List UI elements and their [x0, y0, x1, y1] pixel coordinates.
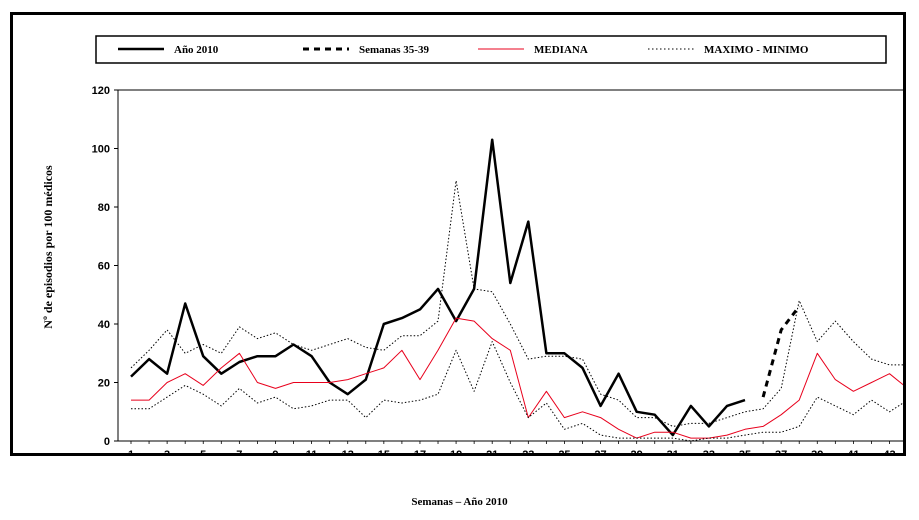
plot-frame: [117, 89, 903, 442]
x-tick-label: 29: [631, 449, 643, 453]
chart-frame: Año 2010 Semanas 35-39 MEDIANA MAXIMO - MIN…: [10, 12, 906, 456]
x-tick-label: 25: [558, 449, 570, 453]
x-tick-label: 15: [378, 449, 390, 453]
x-tick-label: 11: [306, 449, 318, 453]
x-tick-label: 41: [847, 449, 859, 453]
y-tick-label: 100: [92, 144, 110, 156]
series-ano-2010: [130, 138, 746, 437]
x-tick-label: 23: [522, 449, 534, 453]
series-mediana: [131, 317, 903, 439]
legend-label: Semanas 35-39: [359, 44, 429, 56]
x-tick-label: 31: [667, 449, 679, 453]
series-maximo: [130, 180, 903, 427]
x-tick-label: 13: [342, 449, 354, 453]
x-tick-label: 9: [272, 449, 278, 453]
legend-label: Año 2010: [174, 44, 219, 56]
x-tick-label: 43: [883, 449, 895, 453]
legend-label: MAXIMO - MINIMO: [704, 44, 809, 56]
x-tick-label: 7: [236, 449, 242, 453]
x-tick-label: 27: [594, 449, 606, 453]
series-semanas-35-39: [761, 305, 801, 398]
legend-label: MEDIANA: [534, 44, 588, 56]
y-tick-label: 20: [98, 378, 110, 390]
y-tick-label: 40: [98, 319, 110, 331]
x-tick-label: 39: [811, 449, 823, 453]
x-tick-label: 1: [128, 449, 134, 453]
legend: Año 2010 Semanas 35-39 MEDIANA MAXIMO - MIN…: [95, 35, 887, 64]
series-layer: [130, 138, 903, 442]
x-tick-label: 3: [164, 449, 170, 453]
y-tick-label: 0: [104, 436, 110, 448]
y-tick-label: 60: [98, 261, 110, 273]
y-tick-label: 120: [92, 85, 110, 97]
x-axis-title: Semanas – Año 2010: [411, 496, 508, 508]
series-minimo: [131, 341, 903, 442]
x-tick-label: 19: [450, 449, 462, 453]
x-tick-label: 35: [739, 449, 751, 453]
x-tick-label: 33: [703, 449, 715, 453]
x-tick-label: 37: [775, 449, 787, 453]
axes: 0204060801001201357911131517192123252729…: [92, 85, 896, 453]
y-axis-title: Nº de episodios por 100 médicos: [41, 165, 55, 329]
x-tick-label: 21: [486, 449, 498, 453]
x-tick-label: 5: [200, 449, 206, 453]
y-tick-label: 80: [98, 202, 110, 214]
x-tick-label: 17: [414, 449, 426, 453]
line-chart: Año 2010 Semanas 35-39 MEDIANA MAXIMO - MIN…: [41, 35, 903, 453]
plot-area: [117, 89, 903, 442]
